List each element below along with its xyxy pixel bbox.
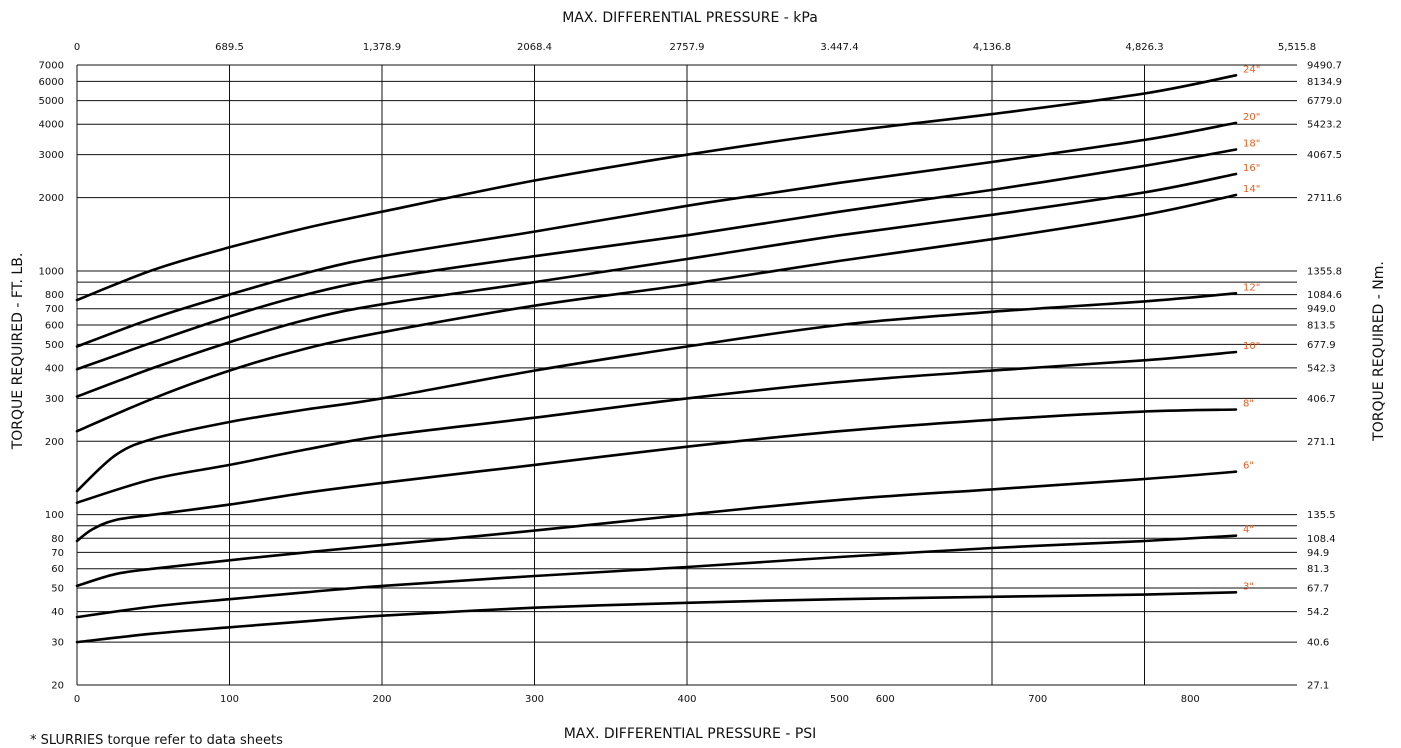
x-top-tick-label: 689.5 xyxy=(215,42,244,53)
y-right-tick-label: 6779.0 xyxy=(1307,96,1342,107)
y-right-tick-label: 81.3 xyxy=(1307,564,1329,575)
x-bottom-tick-label: 800 xyxy=(1181,694,1200,705)
curve-8-inch xyxy=(75,408,1238,543)
y-right-tick-label: 949.0 xyxy=(1307,304,1336,315)
footnote: * SLURRIES torque refer to data sheets xyxy=(30,733,283,748)
y-right-tick-label: 2711.6 xyxy=(1307,193,1342,204)
y-right-tick-label: 5423.2 xyxy=(1307,120,1342,131)
curves: 24" 20" 18" 16" 14" 12" 10" 8" 6" 4" 3" xyxy=(75,64,1260,644)
y-right-tick-label: 40.6 xyxy=(1307,638,1329,649)
y-right-tick-label: 9490.7 xyxy=(1307,61,1342,72)
tick-labels: 7000600050004000300020001000800700600500… xyxy=(39,42,1342,705)
x-bottom-tick-label: 200 xyxy=(372,694,391,705)
y-right-tick-label: 135.5 xyxy=(1307,510,1336,521)
x-top-tick-label: 1,378.9 xyxy=(363,42,401,53)
y-right-tick-label: 813.5 xyxy=(1307,321,1336,332)
curve-size-label: 18" xyxy=(1243,139,1260,150)
y-left-tick-label: 800 xyxy=(45,290,64,301)
y-left-tick-label: 500 xyxy=(45,340,64,351)
y-left-tick-label: 100 xyxy=(45,510,64,521)
y-right-tick-label: 677.9 xyxy=(1307,340,1336,351)
grid xyxy=(76,64,1297,686)
x-top-tick-label: 0 xyxy=(74,42,80,53)
curve-24-inch xyxy=(75,74,1238,302)
y-left-tick-label: 50 xyxy=(51,584,64,595)
x-bottom-tick-label: 400 xyxy=(677,694,696,705)
curve-10-inch xyxy=(75,350,1238,504)
curve-size-label: 20" xyxy=(1243,112,1260,123)
y-left-tick-label: 4000 xyxy=(39,120,64,131)
y-left-tick-label: 70 xyxy=(51,548,64,559)
curve-size-label: 3" xyxy=(1243,581,1254,592)
y-left-tick-label: 80 xyxy=(51,534,64,545)
y-left-tick-label: 3000 xyxy=(39,150,64,161)
x-bottom-tick-label: 500 xyxy=(830,694,849,705)
y-right-tick-label: 94.9 xyxy=(1307,548,1329,559)
y-right-tick-label: 4067.5 xyxy=(1307,150,1342,161)
y-left-tick-label: 2000 xyxy=(39,193,64,204)
curve-size-label: 10" xyxy=(1243,341,1260,352)
curve-12-inch xyxy=(75,292,1238,493)
y-left-tick-label: 300 xyxy=(45,394,64,405)
x-bottom-axis-title: MAX. DIFFERENTIAL PRESSURE - PSI xyxy=(564,726,817,742)
curve-16-inch xyxy=(75,172,1238,398)
y-right-tick-label: 8134.9 xyxy=(1307,77,1342,88)
y-left-tick-label: 20 xyxy=(51,681,64,692)
curve-size-label: 16" xyxy=(1243,163,1260,174)
y-left-tick-label: 400 xyxy=(45,363,64,374)
x-top-axis-title: MAX. DIFFERENTIAL PRESSURE - kPa xyxy=(562,10,818,26)
y-left-axis-title: TORQUE REQUIRED - FT. LB. xyxy=(10,253,26,451)
curve-6-inch xyxy=(75,470,1238,588)
curve-20-inch xyxy=(75,121,1238,348)
curve-size-label: 12" xyxy=(1243,282,1260,293)
y-right-tick-label: 1084.6 xyxy=(1307,290,1342,301)
y-left-tick-label: 700 xyxy=(45,304,64,315)
x-bottom-tick-label: 700 xyxy=(1028,694,1047,705)
y-left-tick-label: 7000 xyxy=(39,61,64,72)
curve-3-inch xyxy=(75,591,1238,644)
y-left-tick-label: 60 xyxy=(51,564,64,575)
y-right-tick-label: 271.1 xyxy=(1307,437,1336,448)
x-top-tick-label: 4,826.3 xyxy=(1125,42,1163,53)
y-left-tick-label: 5000 xyxy=(39,96,64,107)
y-right-tick-label: 67.7 xyxy=(1307,584,1329,595)
y-left-tick-label: 1000 xyxy=(39,266,64,277)
y-right-tick-label: 406.7 xyxy=(1307,394,1336,405)
curve-18-inch xyxy=(75,148,1238,371)
x-top-tick-label: 3.447.4 xyxy=(820,42,858,53)
curve-size-label: 24" xyxy=(1243,64,1260,75)
x-bottom-tick-label: 100 xyxy=(220,694,239,705)
curve-4-inch xyxy=(75,534,1238,619)
y-right-tick-label: 542.3 xyxy=(1307,363,1336,374)
y-right-tick-label: 108.4 xyxy=(1307,534,1336,545)
y-right-tick-label: 27.1 xyxy=(1307,681,1329,692)
x-top-tick-label: 2757.9 xyxy=(670,42,705,53)
x-bottom-tick-label: 600 xyxy=(876,694,895,705)
x-top-tick-label: 4,136.8 xyxy=(973,42,1011,53)
y-right-tick-label: 1355.8 xyxy=(1307,266,1342,277)
curve-size-label: 6" xyxy=(1243,461,1254,472)
curve-size-label: 14" xyxy=(1243,184,1260,195)
x-bottom-tick-label: 0 xyxy=(74,694,80,705)
x-top-tick-label: 2068.4 xyxy=(517,42,552,53)
y-left-tick-label: 40 xyxy=(51,607,64,618)
x-bottom-tick-label: 300 xyxy=(525,694,544,705)
curve-size-label: 4" xyxy=(1243,525,1254,536)
y-left-tick-label: 30 xyxy=(51,638,64,649)
curve-size-label: 8" xyxy=(1243,399,1254,410)
y-right-tick-label: 54.2 xyxy=(1307,607,1329,618)
x-top-tick-label: 5,515.8 xyxy=(1278,42,1316,53)
y-left-tick-label: 6000 xyxy=(39,77,64,88)
y-left-tick-label: 200 xyxy=(45,437,64,448)
curve-14-inch xyxy=(75,193,1238,433)
y-right-axis-title: TORQUE REQUIRED - Nm. xyxy=(1371,261,1387,442)
y-left-tick-label: 600 xyxy=(45,321,64,332)
